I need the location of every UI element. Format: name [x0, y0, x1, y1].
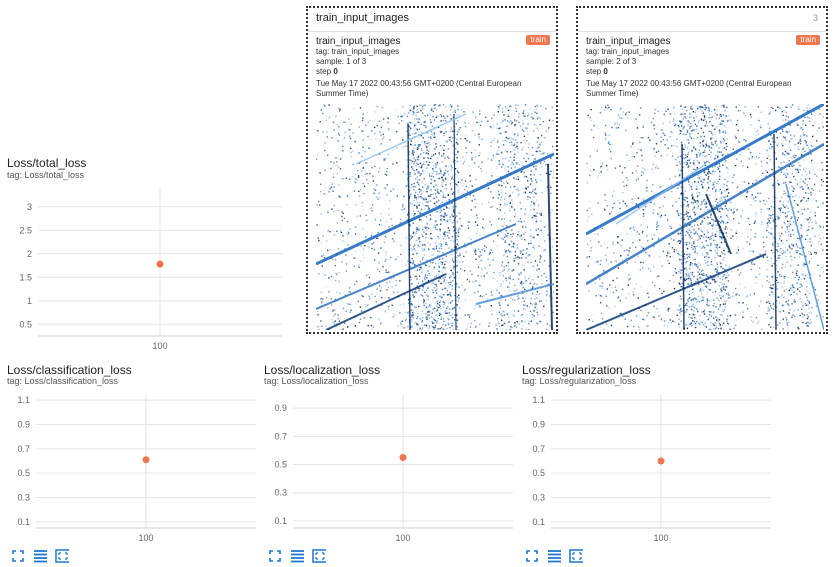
- y-tick-label: 0.3: [17, 493, 30, 503]
- chart-tag-regularization-loss: tag: Loss/regularization_loss: [522, 376, 637, 386]
- chart-total-loss[interactable]: 0.5 1 1.5 2 2.5 3 100: [0, 180, 290, 360]
- image-step: step 0: [316, 67, 548, 77]
- y-tick-label: 0.9: [274, 403, 287, 413]
- chart-regularization-loss[interactable]: 0.1 0.3 0.5 0.7 0.9 1.1 100: [515, 386, 777, 546]
- image-streaks: [316, 113, 554, 330]
- image-sample: sample: 2 of 3: [586, 57, 637, 66]
- step-label: step: [316, 67, 334, 76]
- data-point[interactable]: [156, 260, 164, 268]
- y-tick-label: 2: [27, 249, 32, 259]
- card-header: 3: [578, 8, 826, 32]
- card-header: train_input_images: [308, 8, 556, 32]
- data-point[interactable]: [142, 456, 150, 464]
- chart-title-classification-loss: Loss/classification_loss: [7, 363, 132, 377]
- fit-domain-icon[interactable]: [312, 549, 326, 563]
- y-tick-label: 2.5: [19, 225, 32, 235]
- sample-image[interactable]: [586, 104, 824, 330]
- fit-domain-icon[interactable]: [55, 549, 69, 563]
- y-tick-label: 1.5: [19, 272, 32, 282]
- chart-title-localization-loss: Loss/localization_loss: [264, 363, 381, 377]
- y-tick-label: 0.1: [274, 516, 287, 526]
- lines-icon[interactable]: [33, 549, 47, 563]
- image-timestamp: Tue May 17 2022 00:43:56 GMT+0200 (Centr…: [316, 79, 522, 98]
- fullscreen-icon[interactable]: [11, 549, 25, 563]
- chart-tag-classification-loss: tag: Loss/classification_loss: [7, 376, 119, 386]
- step-label: step: [586, 67, 604, 76]
- lines-icon[interactable]: [290, 549, 304, 563]
- card-meta: train_input_images train tag: train_inpu…: [308, 32, 556, 99]
- step-value: 0: [333, 67, 338, 76]
- chart-toolbar: [525, 549, 583, 563]
- chart-toolbar: [11, 549, 69, 563]
- data-point[interactable]: [657, 457, 665, 465]
- image-card-1: train_input_images train_input_images tr…: [306, 6, 558, 334]
- y-tick-label: 0.1: [532, 517, 545, 527]
- chart-localization-loss[interactable]: 0.1 0.3 0.5 0.7 0.9 100: [257, 386, 519, 546]
- y-tick-label: 1: [27, 296, 32, 306]
- image-tag: tag: train_input_images: [586, 47, 670, 56]
- image-step: step 0: [586, 67, 818, 77]
- y-tick-label: 0.5: [274, 460, 287, 470]
- chart-classification-loss[interactable]: 0.1 0.3 0.5 0.7 0.9 1.1 100: [0, 386, 262, 546]
- chart-tag-localization-loss: tag: Loss/localization_loss: [264, 376, 369, 386]
- card-meta: train_input_images train tag: train_inpu…: [578, 32, 826, 99]
- run-badge: train: [526, 35, 550, 45]
- y-tick-label: 0.7: [17, 444, 30, 454]
- y-tick-label: 1.1: [17, 395, 30, 405]
- run-badge: train: [796, 35, 820, 45]
- x-tick-label: 100: [653, 533, 668, 543]
- y-tick-label: 0.9: [17, 419, 30, 429]
- y-tick-label: 0.5: [532, 468, 545, 478]
- lines-icon[interactable]: [547, 549, 561, 563]
- y-tick-label: 0.5: [17, 468, 30, 478]
- y-tick-label: 0.3: [274, 488, 287, 498]
- y-tick-label: 0.5: [19, 319, 32, 329]
- y-tick-label: 0.1: [17, 517, 30, 527]
- chart-tag-total-loss: tag: Loss/total_loss: [7, 170, 85, 180]
- x-tick-label: 100: [395, 533, 410, 543]
- step-value: 0: [603, 67, 608, 76]
- y-tick-label: 1.1: [532, 395, 545, 405]
- image-sample: sample: 1 of 3: [316, 57, 367, 66]
- image-tag: tag: train_input_images: [316, 47, 400, 56]
- fullscreen-icon[interactable]: [525, 549, 539, 563]
- x-tick-label: 100: [152, 341, 167, 351]
- fit-domain-icon[interactable]: [569, 549, 583, 563]
- image-name: train_input_images: [586, 36, 671, 47]
- fullscreen-icon[interactable]: [268, 549, 282, 563]
- y-tick-label: 0.7: [274, 431, 287, 441]
- image-name: train_input_images: [316, 36, 401, 47]
- card-count: 3: [812, 13, 818, 23]
- y-tick-label: 0.9: [532, 419, 545, 429]
- chart-toolbar: [268, 549, 326, 563]
- y-tick-label: 3: [27, 202, 32, 212]
- image-card-2: 3 train_input_images train tag: train_in…: [576, 6, 828, 334]
- image-noise: [586, 104, 824, 330]
- x-tick-label: 100: [138, 533, 153, 543]
- y-tick-label: 0.3: [532, 493, 545, 503]
- chart-title-regularization-loss: Loss/regularization_loss: [522, 363, 651, 377]
- data-point[interactable]: [399, 453, 407, 461]
- chart-title-total-loss: Loss/total_loss: [7, 156, 87, 170]
- image-timestamp: Tue May 17 2022 00:43:56 GMT+0200 (Centr…: [586, 79, 792, 98]
- card-header-title: train_input_images: [316, 12, 409, 24]
- sample-image[interactable]: [316, 104, 554, 330]
- image-streaks: [586, 104, 824, 330]
- y-tick-label: 0.7: [532, 444, 545, 454]
- image-background: [586, 104, 824, 330]
